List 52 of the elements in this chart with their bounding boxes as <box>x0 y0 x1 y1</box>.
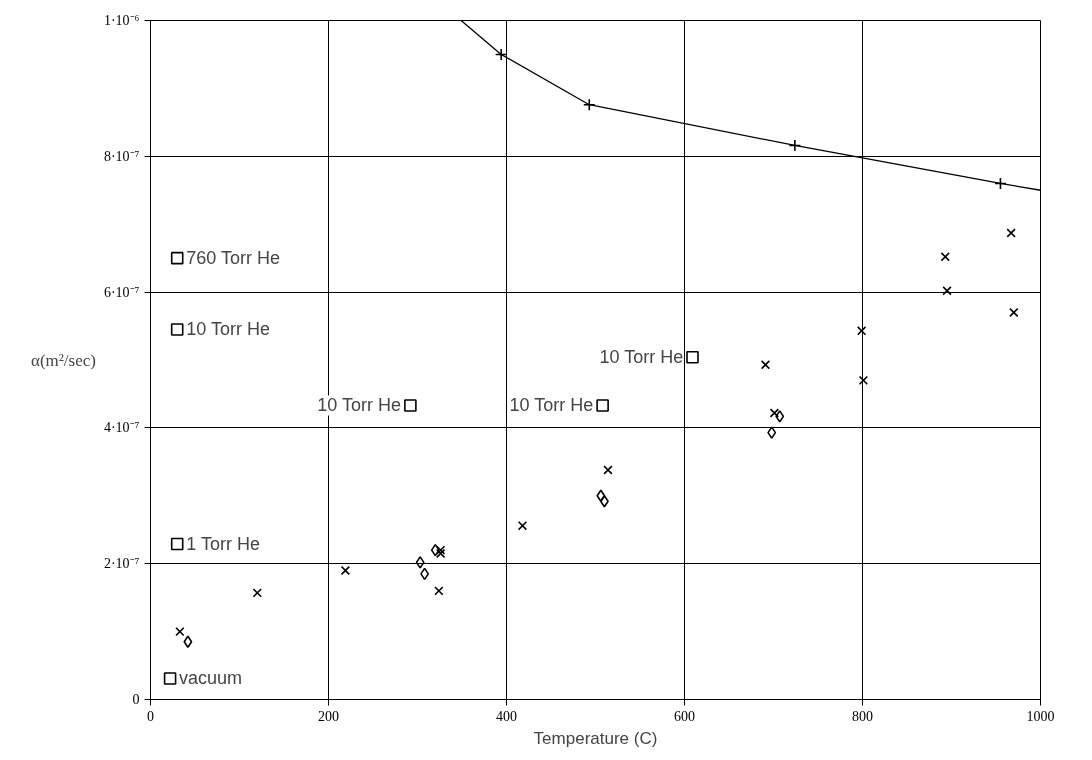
point <box>404 399 417 412</box>
x-tick-label: 200 <box>318 708 339 724</box>
point <box>599 494 609 508</box>
x-tick-label: 400 <box>496 708 517 724</box>
y-tick-label: 8·10⁻⁷ <box>103 148 140 164</box>
point <box>252 588 262 598</box>
point <box>1009 307 1019 318</box>
point <box>435 548 446 559</box>
point <box>1006 228 1016 238</box>
annotation: 1 Torr He <box>186 534 260 555</box>
point <box>858 375 869 386</box>
y-tick-label: 1·10⁻⁶ <box>103 13 140 28</box>
point <box>175 626 185 637</box>
annotation: vacuum <box>179 668 243 689</box>
point <box>183 635 193 649</box>
point <box>170 323 184 336</box>
point <box>596 489 606 503</box>
point <box>940 252 950 262</box>
y-tick-label: 4·10⁻⁷ <box>103 420 140 436</box>
point <box>769 408 780 418</box>
point <box>420 567 430 581</box>
point <box>856 326 867 336</box>
annotation: 10 Torr He <box>509 395 594 416</box>
point <box>942 286 952 296</box>
y-tick-label: 0 <box>132 692 140 707</box>
point <box>163 672 177 685</box>
point <box>430 543 440 557</box>
y-axis-title: α(m²/sec) <box>30 350 96 370</box>
point <box>340 565 351 576</box>
point <box>435 545 446 555</box>
point <box>603 465 613 475</box>
x-axis-title: Temperature (C) <box>533 728 658 748</box>
annotation: 10 Torr He <box>186 319 270 340</box>
y-tick-label: 6·10⁻⁷ <box>103 284 140 300</box>
point <box>415 556 425 569</box>
point <box>760 360 771 370</box>
point <box>775 410 785 423</box>
point <box>434 586 444 596</box>
point <box>517 520 528 531</box>
annotation: 760 Torr He <box>186 248 280 269</box>
point <box>686 350 699 364</box>
x-tick-label: 0 <box>147 708 154 724</box>
x-tick-label: 600 <box>674 708 695 724</box>
point <box>170 537 184 551</box>
annotation: 10 Torr He <box>599 347 684 368</box>
x-tick-label: 800 <box>852 708 873 724</box>
point <box>767 426 777 439</box>
y-tick-label: 2·10⁻⁷ <box>103 556 140 572</box>
point <box>596 399 609 412</box>
point <box>170 251 184 265</box>
x-tick-label: 1000 <box>1026 708 1055 724</box>
annotation: 10 Torr He <box>317 395 402 416</box>
